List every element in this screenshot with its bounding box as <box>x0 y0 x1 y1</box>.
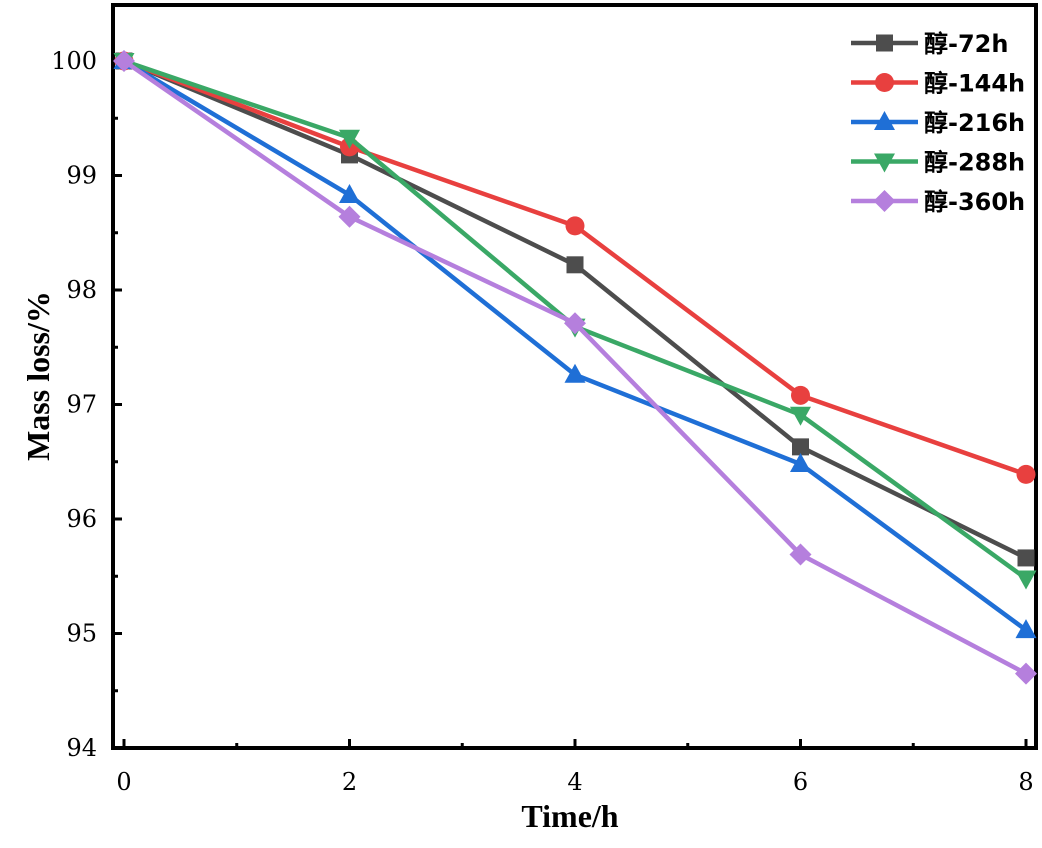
series-2 <box>113 50 1037 639</box>
legend-label: 醇-288h <box>924 149 1025 177</box>
data-point <box>339 129 360 149</box>
y-axis: 94 95 96 97 98 99 100 <box>51 47 122 762</box>
y-tick-label: 95 <box>66 620 97 648</box>
legend-label: 醇-216h <box>924 109 1025 137</box>
legend-marker <box>875 73 894 92</box>
data-point <box>564 312 586 335</box>
x-axis-title: Time/h <box>521 798 618 834</box>
legend: 醇-72h 醇-144h 醇-216h 醇-288h 醇-360h <box>851 30 1025 216</box>
data-point <box>566 256 584 274</box>
data-point <box>1017 549 1035 567</box>
data-point <box>339 183 360 203</box>
data-point <box>1015 570 1037 590</box>
series-line <box>123 58 1027 560</box>
data-point <box>791 385 810 405</box>
data-point <box>1015 662 1037 685</box>
data-point <box>1015 619 1037 639</box>
series-layer <box>113 50 1037 685</box>
series-4 <box>113 50 1037 685</box>
series-line <box>122 59 1028 632</box>
data-point <box>789 543 812 566</box>
x-tick-label: 0 <box>116 768 131 796</box>
y-tick-label: 99 <box>66 162 97 190</box>
data-point <box>792 438 809 456</box>
y-tick-label: 94 <box>66 734 97 762</box>
legend-marker <box>874 153 895 173</box>
legend-label: 醇-144h <box>924 70 1025 98</box>
y-tick-label: 97 <box>66 391 97 419</box>
legend-item: 醇-360h <box>851 188 1025 216</box>
x-tick-label: 2 <box>342 768 357 796</box>
y-tick-label: 96 <box>66 505 97 533</box>
data-point <box>565 216 585 236</box>
y-tick-label: 100 <box>51 47 97 75</box>
data-point <box>790 406 811 426</box>
legend-label: 醇-72h <box>924 30 1008 58</box>
x-axis: 0 2 4 6 8 <box>116 739 1034 796</box>
legend-item: 醇-288h <box>851 149 1025 177</box>
legend-item: 醇-144h <box>851 70 1025 98</box>
legend-marker <box>874 111 895 130</box>
legend-label: 醇-360h <box>924 188 1025 216</box>
data-point <box>338 205 361 228</box>
series-1 <box>114 51 1036 484</box>
data-point <box>1016 464 1036 484</box>
data-point <box>790 453 811 473</box>
x-tick-label: 6 <box>793 768 808 796</box>
legend-marker <box>873 190 896 212</box>
x-tick-label: 4 <box>567 768 582 796</box>
series-0 <box>115 52 1035 567</box>
legend-item: 醇-72h <box>851 30 1008 58</box>
y-axis-title: Mass loss/% <box>20 291 56 461</box>
legend-marker <box>876 34 893 52</box>
legend-item: 醇-216h <box>851 109 1025 137</box>
data-point <box>564 363 586 383</box>
x-tick-label: 8 <box>1018 768 1033 796</box>
y-tick-label: 98 <box>66 276 97 304</box>
data-point <box>113 50 135 72</box>
